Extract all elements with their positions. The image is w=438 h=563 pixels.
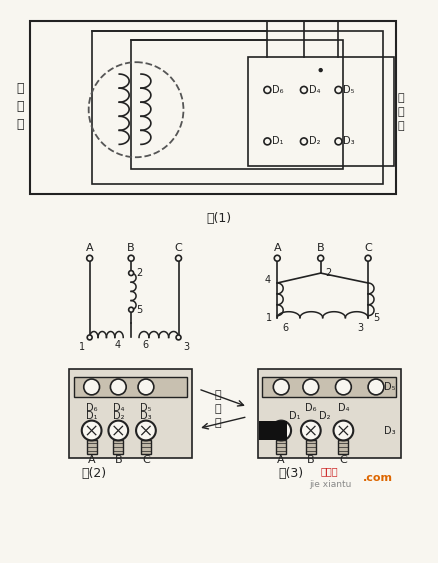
Text: D₅: D₅ <box>343 85 355 95</box>
Circle shape <box>333 421 353 440</box>
Text: D₄: D₄ <box>113 403 124 413</box>
Text: D₄: D₄ <box>338 403 349 413</box>
Text: 1: 1 <box>266 312 272 323</box>
Bar <box>141 440 151 454</box>
Text: .com: .com <box>363 473 393 483</box>
Circle shape <box>300 87 307 93</box>
Text: 电
动
机: 电 动 机 <box>17 82 24 131</box>
Circle shape <box>274 255 280 261</box>
Bar <box>339 440 348 454</box>
Circle shape <box>87 255 92 261</box>
Text: 6: 6 <box>282 323 288 333</box>
Text: 2: 2 <box>136 268 142 278</box>
Text: C: C <box>339 455 347 465</box>
Circle shape <box>365 255 371 261</box>
Bar <box>259 421 287 440</box>
Bar <box>258 369 401 458</box>
Text: C: C <box>175 243 182 253</box>
Text: 图(3): 图(3) <box>279 467 304 480</box>
Text: 3: 3 <box>357 323 363 333</box>
Circle shape <box>368 379 384 395</box>
Circle shape <box>335 138 342 145</box>
Circle shape <box>300 138 307 145</box>
Text: D₅: D₅ <box>384 382 395 392</box>
Circle shape <box>336 379 351 395</box>
Text: D₁: D₁ <box>86 410 97 421</box>
Text: C: C <box>142 455 150 465</box>
Bar <box>69 369 192 458</box>
Circle shape <box>335 87 342 93</box>
Bar <box>247 57 394 166</box>
Text: C: C <box>364 243 372 253</box>
Text: B: B <box>317 243 325 253</box>
Text: 接线图: 接线图 <box>321 466 338 476</box>
Bar <box>30 21 396 194</box>
Text: D₃: D₃ <box>384 426 396 436</box>
Text: D₂: D₂ <box>309 136 320 146</box>
Circle shape <box>176 335 181 340</box>
Text: 接
线
板: 接 线 板 <box>397 93 404 131</box>
Text: A: A <box>88 455 95 465</box>
Text: 4: 4 <box>114 341 120 350</box>
Text: D₄: D₄ <box>309 85 320 95</box>
Text: D₆: D₆ <box>305 403 317 413</box>
Bar <box>306 440 316 454</box>
Bar <box>276 440 286 454</box>
Text: jie xiantu: jie xiantu <box>309 480 351 489</box>
Text: D₆: D₆ <box>86 403 97 413</box>
Circle shape <box>138 379 154 395</box>
Text: B: B <box>307 455 314 465</box>
Text: D₁: D₁ <box>289 410 300 421</box>
Text: D₁: D₁ <box>272 136 284 146</box>
Text: A: A <box>277 455 285 465</box>
Text: B: B <box>114 455 122 465</box>
Text: 2: 2 <box>325 268 332 278</box>
Circle shape <box>319 69 322 72</box>
Text: A: A <box>86 243 93 253</box>
Text: 5: 5 <box>373 312 379 323</box>
Circle shape <box>128 255 134 261</box>
Bar <box>262 377 396 397</box>
Text: 6: 6 <box>142 341 148 350</box>
Text: 5: 5 <box>136 305 142 315</box>
Circle shape <box>109 421 128 440</box>
Circle shape <box>264 87 271 93</box>
Circle shape <box>129 307 134 312</box>
Circle shape <box>271 421 291 440</box>
Bar <box>131 41 343 169</box>
Text: B: B <box>127 243 135 253</box>
Bar <box>113 440 123 454</box>
Text: 图(2): 图(2) <box>81 467 106 480</box>
Circle shape <box>176 255 181 261</box>
Circle shape <box>264 138 271 145</box>
Bar <box>92 30 383 184</box>
Text: D₃: D₃ <box>140 410 152 421</box>
Circle shape <box>84 379 99 395</box>
Circle shape <box>129 271 134 275</box>
Text: 3: 3 <box>184 342 190 352</box>
Text: D₅: D₅ <box>140 403 152 413</box>
Text: D₆: D₆ <box>272 85 284 95</box>
Text: 1: 1 <box>78 342 85 352</box>
Text: D₂: D₂ <box>319 410 330 421</box>
Text: 4: 4 <box>264 275 270 285</box>
Circle shape <box>87 335 92 340</box>
Circle shape <box>303 379 319 395</box>
Text: D₃: D₃ <box>343 136 355 146</box>
Circle shape <box>82 421 102 440</box>
Circle shape <box>136 421 156 440</box>
Text: D₂: D₂ <box>113 410 124 421</box>
Text: 图(1): 图(1) <box>206 212 232 225</box>
Circle shape <box>301 421 321 440</box>
Circle shape <box>273 379 289 395</box>
Bar <box>87 440 96 454</box>
Bar <box>74 377 187 397</box>
Text: A: A <box>273 243 281 253</box>
Circle shape <box>110 379 126 395</box>
Circle shape <box>318 255 324 261</box>
Text: 接
线
板: 接 线 板 <box>215 390 221 428</box>
